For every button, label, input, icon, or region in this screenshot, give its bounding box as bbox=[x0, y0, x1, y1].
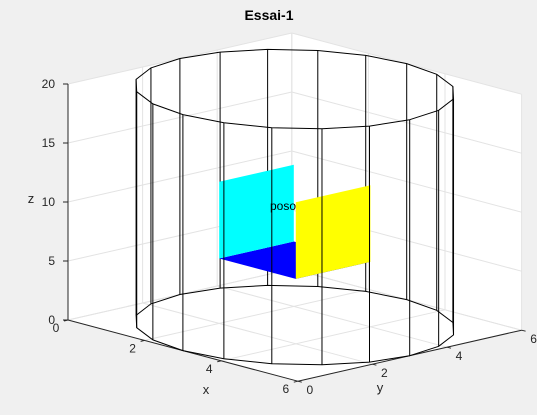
y-tick bbox=[297, 380, 302, 383]
grid-line-y-floor bbox=[142, 302, 373, 365]
x-tick-label: 2 bbox=[129, 341, 136, 355]
z-tick-label: 20 bbox=[42, 77, 56, 91]
x-tick-label: 6 bbox=[282, 382, 289, 396]
y-tick bbox=[446, 346, 452, 349]
annotation-label: poso bbox=[270, 199, 296, 213]
grid-line-x-floor bbox=[221, 309, 446, 362]
cylinder-bottom-ring bbox=[135, 284, 455, 366]
box-front-face bbox=[219, 164, 294, 259]
floor-pane bbox=[68, 269, 522, 382]
z-axis-label: z bbox=[28, 191, 35, 206]
x-tick bbox=[140, 339, 145, 342]
y-tick-label: 2 bbox=[381, 366, 388, 380]
x-tick bbox=[217, 360, 222, 363]
z-tick-label: 10 bbox=[42, 195, 56, 209]
y-tick-label: 0 bbox=[306, 383, 313, 397]
z-tick-label: 15 bbox=[42, 136, 56, 150]
x-tick-label: 4 bbox=[206, 362, 213, 376]
cylinder-top-ring bbox=[135, 48, 455, 130]
y-axis-label: y bbox=[377, 380, 384, 395]
chart-title: Essai-1 bbox=[244, 7, 293, 23]
y-tick bbox=[521, 329, 526, 332]
z-tick-label: 5 bbox=[48, 254, 55, 268]
y-tick-label: 4 bbox=[456, 349, 463, 363]
box-surface bbox=[219, 164, 371, 279]
cylinder-back-edges bbox=[135, 49, 455, 366]
grid-line-x-floor bbox=[144, 288, 369, 341]
box-right-face bbox=[295, 185, 371, 279]
y-tick bbox=[372, 363, 377, 366]
x-tick bbox=[293, 380, 298, 383]
x-axis-label: x bbox=[203, 382, 210, 397]
x-tick-label: 0 bbox=[53, 321, 60, 335]
grid-line-y-floor bbox=[217, 285, 448, 348]
tick-marks bbox=[63, 83, 526, 383]
tick-labels: 0 2 4 6 0 2 4 6 0 5 10 15 20 bbox=[42, 77, 537, 397]
cylinder-front-edges bbox=[135, 48, 455, 365]
z-tick-label: 0 bbox=[48, 313, 55, 327]
y-tick-label: 6 bbox=[530, 332, 537, 346]
